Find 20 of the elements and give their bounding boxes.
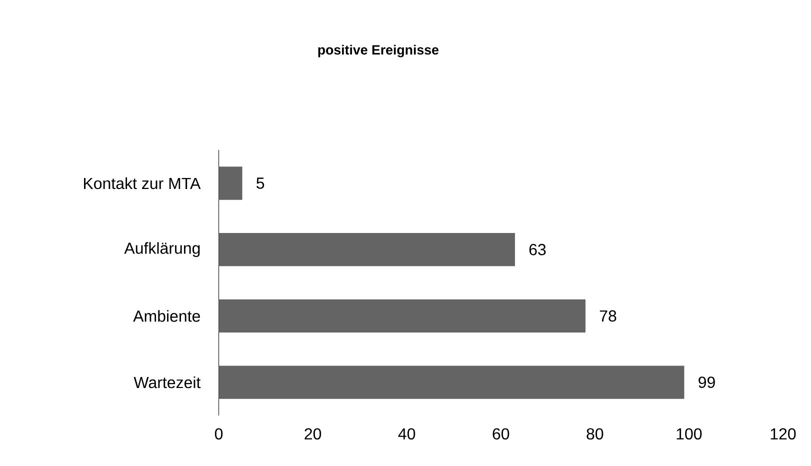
x-tick-label: 40 [398,428,416,440]
bar [218,166,242,200]
y-tick-label: Wartezeit [134,376,201,388]
bar [218,299,586,332]
x-tick-label: 0 [214,428,223,440]
data-label: 78 [600,310,616,322]
bar [218,366,684,399]
data-label: 63 [529,244,546,256]
x-tick-label: 20 [304,428,322,440]
x-tick-label: 120 [770,428,796,440]
y-tick-label: Aufklärung [124,242,200,257]
x-tick-label: 100 [676,428,702,440]
bar [218,232,515,266]
data-label: 5 [256,178,264,189]
x-tick-label: 80 [586,428,604,440]
y-tick-label: Kontakt zur MTA [84,177,201,190]
data-label: 99 [698,376,715,388]
y-tick-label: Ambiente [133,310,200,322]
x-tick-label: 60 [492,428,510,440]
chart-title: positive Ereignisse [318,44,438,58]
